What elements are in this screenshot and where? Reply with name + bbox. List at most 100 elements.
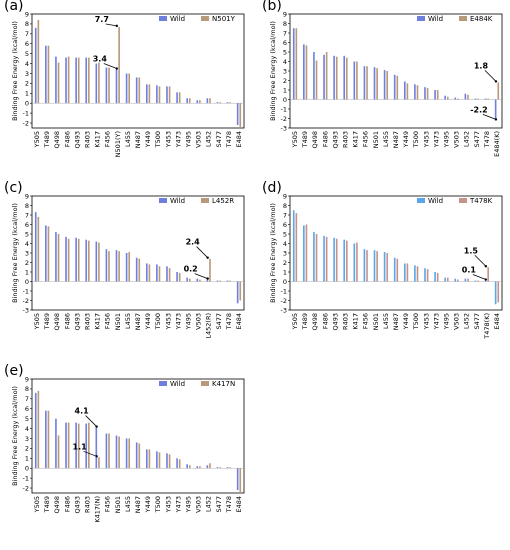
x-tick-label: F486 bbox=[63, 313, 71, 329]
bar-wild bbox=[484, 98, 487, 100]
bar-wild bbox=[216, 467, 219, 469]
bar-mutant bbox=[467, 278, 469, 282]
bar-wild bbox=[196, 278, 199, 282]
y-tick-label: 2 bbox=[25, 445, 29, 453]
bar-mutant bbox=[148, 84, 151, 104]
x-tick-label: K417 bbox=[94, 131, 102, 148]
x-tick-label: Y449 bbox=[144, 496, 152, 513]
panel-label: (b) bbox=[262, 0, 282, 14]
bar-mutant bbox=[88, 240, 90, 282]
bar-mutant bbox=[315, 60, 318, 100]
bar-wild bbox=[454, 97, 457, 100]
y-tick-label: -2 bbox=[23, 297, 29, 305]
bar-wild bbox=[323, 235, 325, 282]
x-tick-label: Y505 bbox=[291, 313, 299, 330]
bar-mutant bbox=[406, 83, 409, 100]
x-tick-label: Y495 bbox=[184, 131, 192, 148]
x-tick-label: T478 bbox=[225, 496, 233, 513]
bar-mutant bbox=[47, 226, 50, 282]
bar-wild bbox=[196, 100, 199, 104]
bar-mutant bbox=[158, 452, 161, 469]
y-tick-label: 1 bbox=[25, 90, 29, 98]
bar-mutant bbox=[168, 454, 171, 469]
bar-mutant bbox=[138, 443, 141, 469]
x-tick-label: L452(R) bbox=[205, 313, 213, 339]
bar-wild bbox=[236, 468, 239, 491]
x-tick-label: F486 bbox=[63, 496, 71, 512]
y-tick-label: 2 bbox=[283, 259, 287, 267]
x-tick-label: Q498 bbox=[53, 313, 61, 331]
annotation-label: 2.4 bbox=[186, 238, 201, 247]
annotation-label: 3.4 bbox=[93, 55, 108, 64]
y-tick-label: 3 bbox=[25, 70, 29, 78]
y-tick-label: 9 bbox=[283, 192, 287, 200]
y-tick-label: 3 bbox=[283, 67, 287, 75]
x-tick-label: V503 bbox=[453, 131, 461, 148]
annotation-label: 7.7 bbox=[95, 15, 109, 24]
x-tick-label: S477 bbox=[215, 131, 223, 148]
legend-label: E484K bbox=[470, 15, 493, 23]
bar-wild bbox=[303, 225, 305, 282]
bar-wild bbox=[226, 467, 229, 469]
bar-wild bbox=[414, 84, 416, 100]
bar-mutant bbox=[128, 438, 131, 469]
x-tick-label: R403 bbox=[84, 131, 92, 148]
y-tick-label: 4 bbox=[283, 240, 287, 248]
panel-label: (e) bbox=[4, 363, 24, 379]
bar-wild bbox=[474, 280, 477, 282]
bar-wild bbox=[206, 279, 209, 282]
x-tick-label: F456 bbox=[104, 496, 112, 512]
bar-mutant bbox=[57, 62, 60, 104]
y-tick-label: 7 bbox=[25, 395, 29, 403]
x-tick-label: Y495 bbox=[442, 313, 450, 330]
bar-mutant bbox=[376, 68, 378, 100]
bar-wild bbox=[34, 27, 37, 104]
x-tick-label: R403 bbox=[342, 313, 350, 330]
bar-wild bbox=[303, 44, 305, 100]
bar-mutant bbox=[98, 457, 100, 469]
bar-mutant bbox=[366, 66, 368, 100]
annotation-arrow bbox=[194, 273, 208, 279]
x-tick-label: L455 bbox=[124, 131, 132, 147]
bar-mutant bbox=[128, 252, 131, 282]
bar-wild bbox=[135, 77, 138, 104]
bar-wild bbox=[434, 90, 436, 100]
y-tick-label: 0 bbox=[25, 465, 29, 473]
bar-wild bbox=[494, 99, 497, 121]
y-tick-label: -1 bbox=[23, 109, 29, 117]
bar-wild bbox=[156, 264, 158, 282]
x-tick-label: Y505 bbox=[33, 496, 41, 513]
x-tick-label: F486 bbox=[63, 131, 71, 147]
bar-wild bbox=[383, 252, 386, 282]
bar-mutant bbox=[188, 465, 191, 469]
x-tick-label: F456 bbox=[104, 313, 112, 329]
bar-mutant bbox=[77, 238, 80, 282]
bar-wild bbox=[236, 281, 239, 304]
chart-panel: (d) -3 -2 -1 0 1 2 3 4 5 6 7 8 9 Binding Free Energy (… bbox=[258, 180, 508, 362]
bar-wild bbox=[333, 237, 335, 282]
x-tick-label: L452 bbox=[463, 131, 471, 147]
bar-mutant bbox=[118, 436, 120, 469]
x-tick-label: N501 bbox=[372, 313, 380, 330]
x-tick-label: T478 bbox=[483, 131, 491, 148]
bar-wild bbox=[403, 81, 406, 100]
x-tick-label: V503 bbox=[195, 313, 203, 330]
y-axis-label: Binding Free Energy (kcal/mol) bbox=[269, 203, 277, 303]
legend-label: K417N bbox=[212, 380, 235, 388]
chart-panel: (a) -2 -1 0 1 2 3 4 5 6 7 8 9 Binding Free Energy (kc… bbox=[0, 0, 250, 180]
bar-mutant bbox=[325, 52, 328, 100]
bar-mutant bbox=[457, 98, 459, 100]
bar-wild bbox=[464, 278, 467, 282]
bar-wild bbox=[353, 61, 356, 100]
y-tick-label: 2 bbox=[25, 80, 29, 88]
panel-label: (d) bbox=[262, 180, 282, 196]
bar-wild bbox=[323, 54, 325, 100]
bar-mutant bbox=[315, 234, 318, 282]
x-tick-label: Y473 bbox=[432, 313, 440, 330]
bar-mutant bbox=[396, 258, 399, 282]
x-tick-label: Q498 bbox=[53, 131, 61, 149]
y-tick-label: 0 bbox=[25, 278, 29, 286]
y-tick-label: -1 bbox=[281, 287, 287, 295]
x-tick-label: R403 bbox=[342, 131, 350, 148]
x-tick-label: T489 bbox=[43, 313, 51, 330]
